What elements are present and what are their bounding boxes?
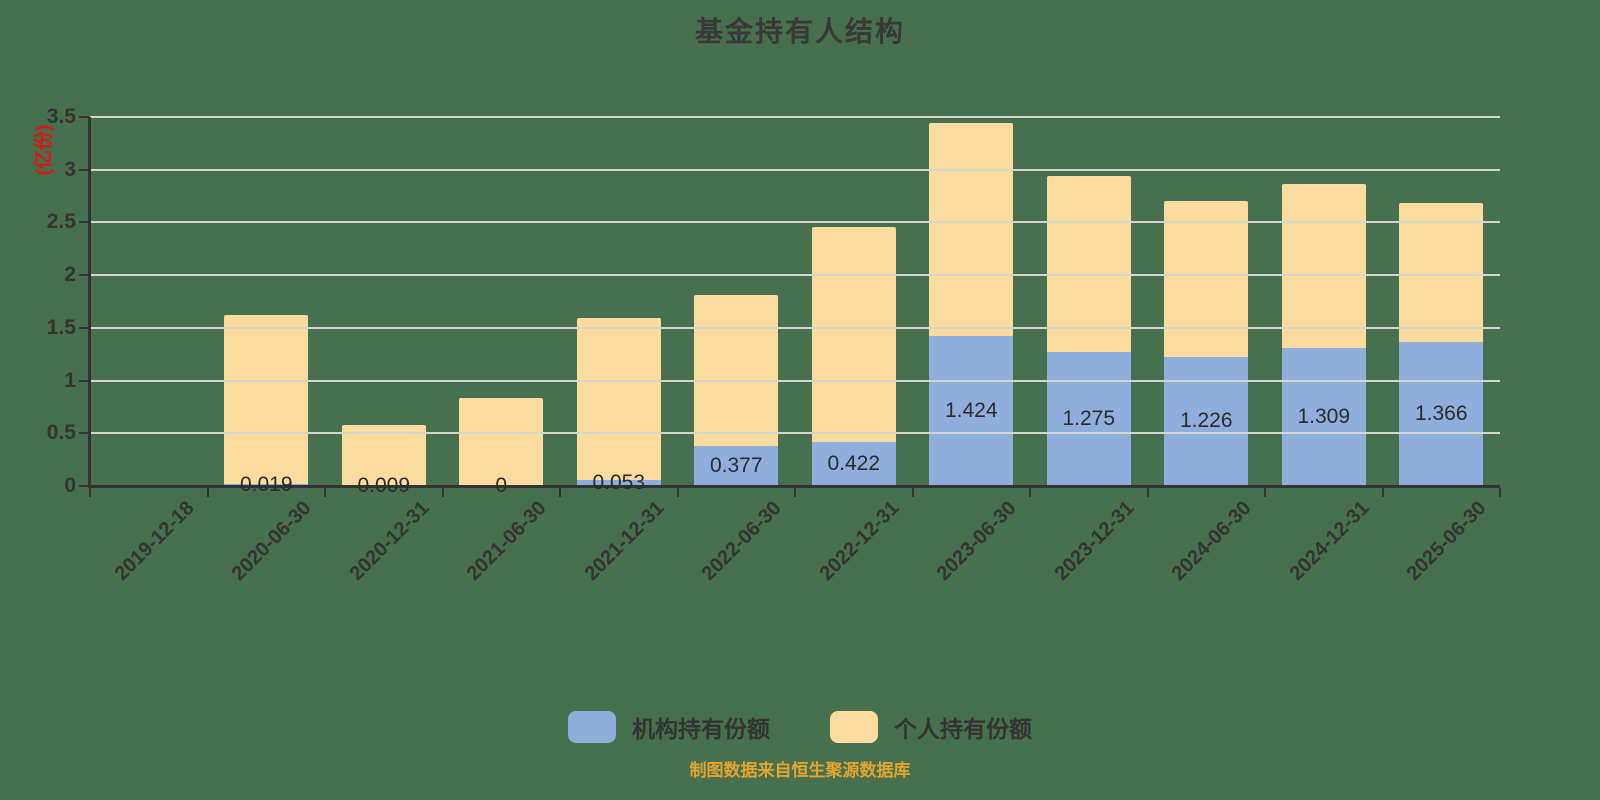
- chart-title: 基金持有人结构: [694, 16, 905, 47]
- y-axis-tick: [79, 168, 89, 171]
- legend-swatch-individual-icon: [830, 711, 878, 743]
- bar-value-label: 0: [495, 474, 508, 497]
- x-tick-label: 2021-06-30: [462, 497, 551, 585]
- bar-segment-individual[interactable]: [1399, 202, 1484, 342]
- x-tick-label: 2020-06-30: [227, 497, 316, 585]
- gridline: [90, 221, 1500, 224]
- bar-value-label: 0.009: [357, 473, 411, 497]
- y-axis-line: [88, 117, 91, 488]
- x-tick-label: 2019-12-18: [110, 497, 199, 585]
- x-tick-label: 2023-06-30: [932, 497, 1021, 585]
- bar-segment-individual[interactable]: [811, 227, 896, 442]
- x-axis-tick: [441, 488, 444, 497]
- bar-value-label: 1.226: [1179, 409, 1233, 433]
- gridline: [90, 432, 1500, 435]
- bar-segment-institution[interactable]: [694, 446, 779, 486]
- y-tick-label: 3.5: [46, 105, 76, 128]
- legend-label-individual: 个人持有份额: [894, 716, 1032, 742]
- y-axis-tick: [79, 326, 89, 329]
- bar-segment-individual[interactable]: [1164, 200, 1249, 357]
- x-axis-line: [88, 485, 1500, 488]
- x-axis-tick: [1381, 488, 1384, 497]
- bar-segment-institution[interactable]: [1399, 341, 1484, 486]
- data-source-note: 制图数据来自恒生聚源数据库: [689, 761, 911, 780]
- x-axis-tick: [794, 488, 796, 497]
- y-tick-label: 2.5: [46, 210, 76, 234]
- y-tick-label: 3: [64, 157, 76, 181]
- legend-label-institution: 机构持有份额: [632, 716, 770, 742]
- legend-item-individual[interactable]: 个人持有份额: [830, 710, 1032, 744]
- x-axis-tick: [89, 488, 91, 497]
- bar-segment-institution[interactable]: [811, 441, 896, 486]
- bar-value-label: 1.424: [944, 398, 998, 422]
- bar-value-label: 1.309: [1297, 404, 1351, 428]
- y-tick-label: 1.5: [46, 315, 76, 339]
- x-axis-tick: [324, 488, 326, 497]
- x-axis-tick: [676, 488, 679, 497]
- x-tick-label: 2024-12-31: [1285, 497, 1374, 585]
- gridline: [90, 379, 1500, 382]
- gridline: [90, 168, 1500, 171]
- bar-value-label: 1.275: [1062, 406, 1116, 430]
- bar-segment-institution[interactable]: [224, 483, 309, 486]
- bar-segment-institution[interactable]: [1046, 351, 1131, 486]
- x-axis-tick: [911, 488, 914, 497]
- y-axis-unit-label: (亿份): [33, 124, 55, 176]
- bar-segment-individual[interactable]: [1046, 175, 1131, 352]
- x-tick-label: 2023-12-31: [1050, 497, 1139, 585]
- bar-value-label: 0.422: [827, 451, 881, 475]
- x-tick-label: 2021-12-31: [580, 497, 669, 585]
- bar-segment-institution[interactable]: [1281, 347, 1366, 486]
- x-axis-tick: [559, 488, 561, 497]
- bar-value-label: 0.377: [709, 454, 763, 478]
- x-axis-tick: [1029, 488, 1031, 497]
- bar-value-label: 0.019: [239, 472, 293, 496]
- bar-segment-individual[interactable]: [576, 318, 661, 481]
- bar-segment-individual[interactable]: [341, 424, 426, 486]
- bar-segment-institution[interactable]: [929, 335, 1014, 486]
- y-axis-tick: [79, 116, 89, 118]
- bar-segment-institution[interactable]: [1164, 356, 1249, 486]
- x-tick-label: 2025-06-30: [1402, 497, 1491, 585]
- bar-segment-individual[interactable]: [694, 295, 779, 447]
- y-axis-tick: [79, 485, 89, 487]
- y-axis-tick: [79, 274, 89, 277]
- bar-segment-individual[interactable]: [224, 315, 309, 484]
- bar-segment-individual[interactable]: [459, 398, 544, 486]
- gridline: [90, 274, 1500, 277]
- y-axis-tick: [79, 432, 89, 435]
- gridline: [90, 116, 1500, 118]
- x-axis-tick: [206, 488, 209, 497]
- y-tick-label: 1: [64, 368, 76, 392]
- y-tick-label: 0.5: [46, 421, 76, 445]
- chart-legend: 机构持有份额 个人持有份额: [0, 710, 1600, 744]
- bar-segment-individual[interactable]: [1281, 183, 1366, 348]
- x-axis-tick: [1264, 488, 1266, 497]
- x-axis-tick: [1146, 488, 1149, 497]
- x-axis-tick: [1499, 488, 1501, 497]
- gridline: [90, 326, 1500, 329]
- bar-value-label: 1.366: [1414, 401, 1468, 425]
- x-tick-label: 2022-12-31: [815, 497, 904, 585]
- x-tick-label: 2022-06-30: [697, 497, 786, 585]
- x-tick-label: 2024-06-30: [1167, 497, 1256, 585]
- y-axis-tick: [79, 221, 89, 224]
- y-axis-tick: [79, 379, 89, 382]
- legend-swatch-institution-icon: [568, 711, 616, 743]
- legend-item-institution[interactable]: 机构持有份额: [568, 710, 770, 744]
- bar-segment-institution[interactable]: [576, 480, 661, 486]
- x-tick-label: 2020-12-31: [345, 497, 434, 585]
- bar-value-label: 0.053: [592, 471, 646, 495]
- y-tick-label: 0: [64, 474, 76, 497]
- y-tick-label: 2: [64, 263, 76, 287]
- bar-segment-individual[interactable]: [929, 122, 1014, 336]
